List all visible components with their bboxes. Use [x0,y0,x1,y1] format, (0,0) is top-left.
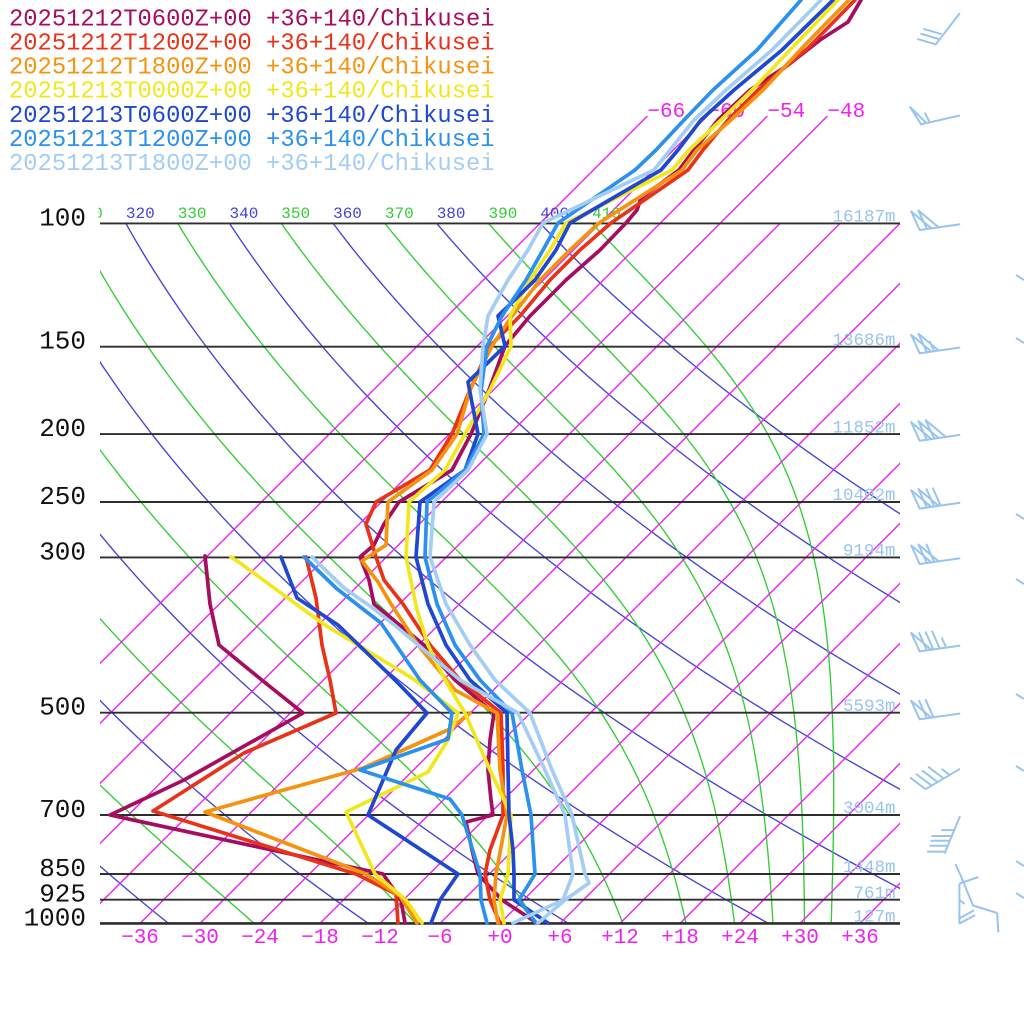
svg-text:9194m: 9194m [843,542,896,562]
svg-text:+30: +30 [781,927,819,950]
svg-text:−6: −6 [427,927,452,950]
svg-text:+24: +24 [721,927,759,950]
svg-text:13686m: 13686m [832,331,895,351]
svg-text:340: 340 [230,205,259,223]
svg-text:350: 350 [281,205,310,223]
svg-text:−18: −18 [301,927,339,950]
svg-text:127m: 127m [853,908,895,928]
svg-text:380: 380 [437,205,466,223]
svg-text:500: 500 [39,693,86,723]
svg-text:150: 150 [39,327,86,357]
svg-text:−12: −12 [361,927,399,950]
svg-text:−36: −36 [121,927,159,950]
svg-text:761m: 761m [853,884,895,904]
svg-text:+36: +36 [841,927,879,950]
svg-text:390: 390 [489,205,518,223]
svg-text:20251212T1800Z+00 +36+140/Chik: 20251212T1800Z+00 +36+140/Chikusei [9,55,495,82]
svg-text:100: 100 [39,203,86,233]
svg-text:300: 300 [39,537,86,567]
svg-text:20251213T1800Z+00 +36+140/Chik: 20251213T1800Z+00 +36+140/Chikusei [9,151,495,178]
svg-text:3004m: 3004m [843,799,896,819]
svg-text:16187m: 16187m [832,208,895,228]
svg-text:200: 200 [39,414,86,444]
svg-text:20251212T0600Z+00 +36+140/Chik: 20251212T0600Z+00 +36+140/Chikusei [9,7,495,34]
svg-text:20251213T0600Z+00 +36+140/Chik: 20251213T0600Z+00 +36+140/Chikusei [9,103,495,130]
svg-text:20251213T0000Z+00 +36+140/Chik: 20251213T0000Z+00 +36+140/Chikusei [9,79,495,106]
svg-text:−66: −66 [647,101,685,124]
svg-text:+12: +12 [601,927,639,950]
svg-text:925: 925 [39,880,86,910]
svg-text:−54: −54 [767,101,805,124]
svg-text:700: 700 [39,795,86,825]
svg-text:20251213T1200Z+00 +36+140/Chik: 20251213T1200Z+00 +36+140/Chikusei [9,127,495,154]
svg-text:850: 850 [39,854,86,884]
svg-text:400: 400 [540,205,569,223]
svg-text:+18: +18 [661,927,699,950]
svg-text:370: 370 [385,205,414,223]
svg-text:330: 330 [178,205,207,223]
svg-text:250: 250 [39,482,86,512]
svg-text:320: 320 [126,205,155,223]
svg-text:+6: +6 [547,927,572,950]
svg-text:−48: −48 [827,101,865,124]
svg-text:5593m: 5593m [843,697,896,717]
svg-text:1000: 1000 [24,903,86,933]
svg-text:−24: −24 [241,927,279,950]
svg-text:10402m: 10402m [832,486,895,506]
svg-text:1448m: 1448m [843,858,896,878]
svg-text:310: 310 [74,205,103,223]
svg-text:20251212T1200Z+00 +36+140/Chik: 20251212T1200Z+00 +36+140/Chikusei [9,31,495,58]
svg-text:410: 410 [592,205,621,223]
svg-text:11852m: 11852m [832,418,895,438]
svg-text:−30: −30 [181,927,219,950]
svg-text:360: 360 [333,205,362,223]
svg-text:+0: +0 [487,927,512,950]
